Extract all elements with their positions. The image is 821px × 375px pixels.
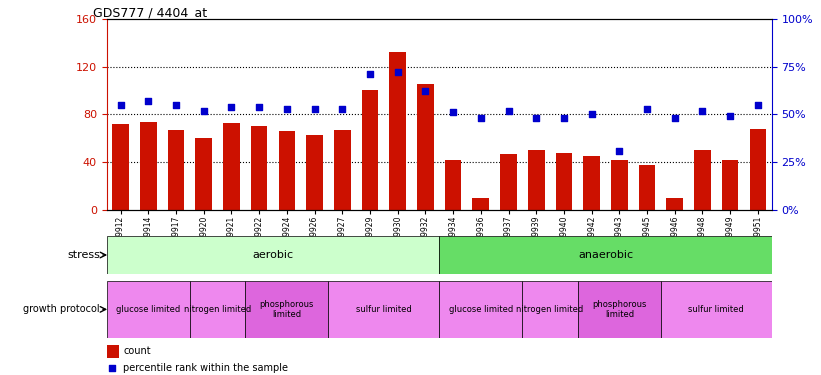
Point: [612, 148, 626, 154]
Point: [502, 108, 515, 114]
Point: [364, 71, 377, 77]
Bar: [167, 130, 184, 210]
Bar: [417, 84, 433, 210]
Point: [142, 98, 155, 104]
Text: nitrogen limited: nitrogen limited: [516, 305, 584, 314]
Text: growth protocol: growth protocol: [24, 304, 100, 314]
Text: sulfur limited: sulfur limited: [356, 305, 411, 314]
Bar: [190, 281, 245, 338]
Point: [280, 106, 293, 112]
Text: phosphorous
limited: phosphorous limited: [259, 300, 314, 319]
Bar: [661, 281, 772, 338]
Point: [585, 111, 599, 117]
Point: [419, 88, 432, 94]
Bar: [334, 130, 351, 210]
Point: [640, 106, 654, 112]
Point: [447, 110, 460, 116]
Bar: [578, 281, 661, 338]
Text: stress: stress: [67, 250, 100, 260]
Text: phosphorous
limited: phosphorous limited: [592, 300, 646, 319]
Text: glucose limited: glucose limited: [116, 305, 181, 314]
Text: count: count: [123, 346, 151, 356]
Point: [475, 115, 488, 121]
Point: [253, 104, 266, 110]
Bar: [556, 153, 572, 210]
Bar: [750, 129, 766, 210]
Bar: [245, 281, 328, 338]
Point: [723, 113, 736, 119]
Bar: [195, 138, 212, 210]
Bar: [500, 154, 517, 210]
Bar: [667, 198, 683, 210]
Bar: [522, 281, 578, 338]
Point: [696, 108, 709, 114]
Point: [197, 108, 210, 114]
Text: anaerobic: anaerobic: [578, 250, 633, 260]
Text: sulfur limited: sulfur limited: [689, 305, 744, 314]
Bar: [361, 90, 378, 210]
Point: [114, 102, 127, 108]
Point: [336, 106, 349, 112]
Point: [169, 102, 182, 108]
Bar: [107, 236, 439, 274]
Point: [530, 115, 543, 121]
Point: [751, 102, 764, 108]
Text: nitrogen limited: nitrogen limited: [184, 305, 251, 314]
Bar: [140, 122, 157, 210]
Bar: [328, 281, 439, 338]
Bar: [722, 160, 739, 210]
Bar: [583, 156, 600, 210]
Point: [557, 115, 571, 121]
Point: [225, 104, 238, 110]
Text: percentile rank within the sample: percentile rank within the sample: [123, 363, 288, 373]
Bar: [107, 345, 119, 358]
Bar: [107, 281, 190, 338]
Bar: [306, 135, 323, 210]
Point: [308, 106, 321, 112]
Bar: [473, 198, 489, 210]
Text: aerobic: aerobic: [252, 250, 294, 260]
Bar: [528, 150, 544, 210]
Point: [481, 288, 494, 294]
Bar: [695, 150, 711, 210]
Point: [391, 69, 404, 75]
Bar: [439, 236, 772, 274]
Bar: [251, 126, 268, 210]
Text: GDS777 / 4404_at: GDS777 / 4404_at: [94, 6, 208, 19]
Bar: [223, 123, 240, 210]
Point: [668, 115, 681, 121]
Text: glucose limited: glucose limited: [448, 305, 513, 314]
Bar: [445, 160, 461, 210]
Bar: [278, 131, 296, 210]
Bar: [389, 52, 406, 210]
Bar: [611, 160, 628, 210]
Bar: [439, 281, 522, 338]
Bar: [639, 165, 655, 210]
Bar: [112, 124, 129, 210]
